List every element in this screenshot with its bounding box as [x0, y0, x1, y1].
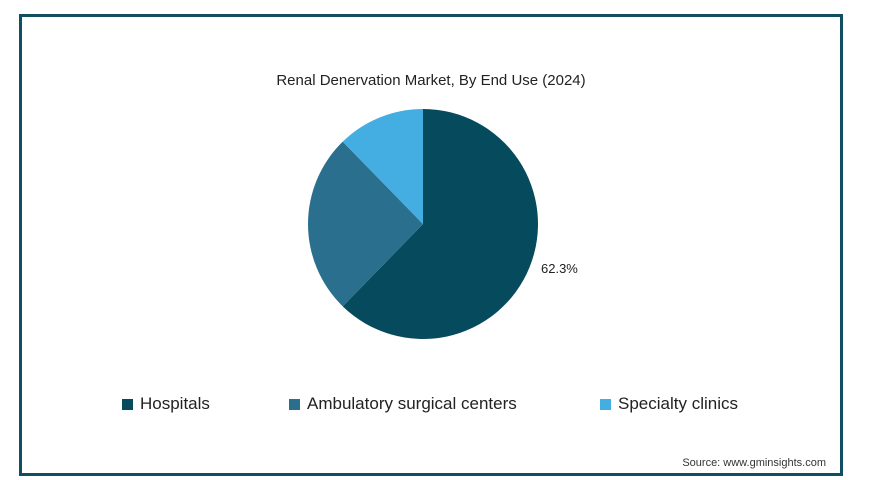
pie-slices — [308, 109, 538, 340]
pie-slice-hospitals — [342, 109, 538, 340]
legend-label-hospitals: Hospitals — [140, 394, 210, 413]
pie-data-label-hospitals: 62.3% — [541, 261, 578, 276]
pie-chart: 62.3% — [308, 109, 578, 340]
pie-slice-specialty-clinics — [342, 109, 423, 224]
legend-swatch-hospitals — [122, 398, 133, 410]
source-note: Source: www.gminsights.com — [682, 457, 826, 469]
legend-label-specialty-clinics: Specialty clinics — [618, 394, 738, 413]
legend-swatch-specialty-clinics — [600, 398, 611, 410]
chart-frame: Renal Denervation Market, By End Use (20… — [19, 14, 843, 476]
legend-swatch-ambulatory-surgical-centers — [289, 398, 300, 410]
legend-item-hospitals: Hospitals — [122, 394, 210, 414]
pie-data-labels: 62.3% — [541, 261, 578, 276]
pie-slice-ambulatory-surgical-centers — [308, 141, 423, 307]
chart-title: Renal Denervation Market, By End Use (20… — [276, 72, 586, 89]
chart-legend: Hospitals Ambulatory surgical centers Sp… — [22, 394, 840, 418]
legend-label-ambulatory-surgical-centers: Ambulatory surgical centers — [307, 394, 517, 413]
legend-item-specialty-clinics: Specialty clinics — [600, 394, 738, 414]
legend-item-ambulatory-surgical-centers: Ambulatory surgical centers — [289, 394, 517, 414]
